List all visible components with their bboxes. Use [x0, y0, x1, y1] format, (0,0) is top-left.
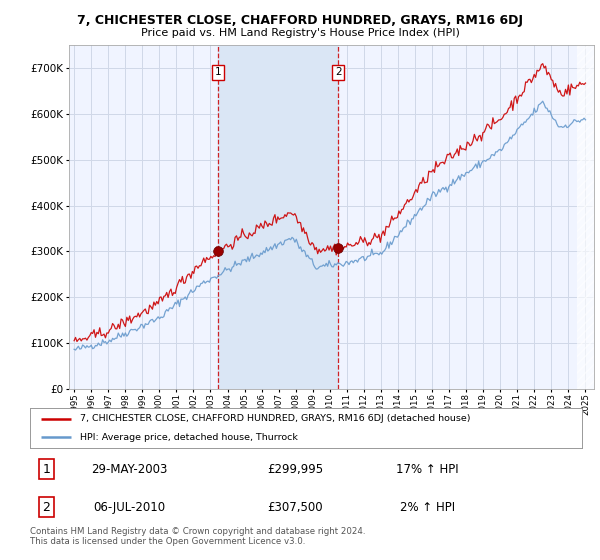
Text: 1: 1: [43, 463, 50, 476]
Text: £307,500: £307,500: [267, 501, 323, 514]
Text: 17% ↑ HPI: 17% ↑ HPI: [396, 463, 459, 476]
Text: HPI: Average price, detached house, Thurrock: HPI: Average price, detached house, Thur…: [80, 433, 298, 442]
Text: 2: 2: [335, 67, 341, 77]
Bar: [218, 45, 338, 389]
Text: 2: 2: [43, 501, 50, 514]
Text: 7, CHICHESTER CLOSE, CHAFFORD HUNDRED, GRAYS, RM16 6DJ: 7, CHICHESTER CLOSE, CHAFFORD HUNDRED, G…: [77, 14, 523, 27]
Text: 7, CHICHESTER CLOSE, CHAFFORD HUNDRED, GRAYS, RM16 6DJ (detached house): 7, CHICHESTER CLOSE, CHAFFORD HUNDRED, G…: [80, 414, 470, 423]
Text: Price paid vs. HM Land Registry's House Price Index (HPI): Price paid vs. HM Land Registry's House …: [140, 28, 460, 38]
Text: 29-MAY-2003: 29-MAY-2003: [91, 463, 167, 476]
Text: 1: 1: [214, 67, 221, 77]
Text: £299,995: £299,995: [267, 463, 323, 476]
Text: Contains HM Land Registry data © Crown copyright and database right 2024.
This d: Contains HM Land Registry data © Crown c…: [30, 527, 365, 547]
Text: 06-JUL-2010: 06-JUL-2010: [93, 501, 166, 514]
Text: 2% ↑ HPI: 2% ↑ HPI: [400, 501, 455, 514]
Bar: [577, 45, 594, 389]
